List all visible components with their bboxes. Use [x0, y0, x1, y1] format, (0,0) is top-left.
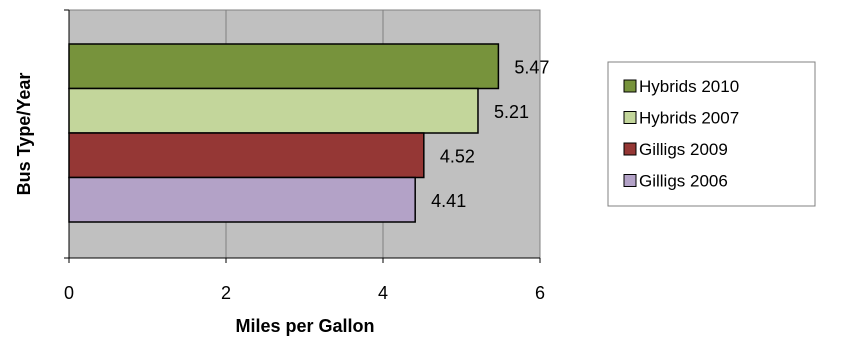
legend-entry: Hybrids 2007 [639, 109, 739, 128]
x-tick-label: 0 [64, 283, 74, 303]
legend-entry: Gilligs 2009 [639, 140, 728, 159]
x-tick-label: 4 [378, 283, 388, 303]
axes [64, 9, 541, 263]
x-tick-labels: 0 2 4 6 [64, 283, 545, 303]
legend-swatch [623, 174, 637, 187]
legend-entry: Hybrids 2010 [639, 77, 739, 96]
data-label: 4.52 [440, 146, 475, 166]
legend: Hybrids 2010 Hybrids 2007 Gilligs 2009 Gill… [607, 61, 816, 207]
bar-gilligs-2009 [68, 132, 425, 179]
data-labels: 5.47 5.21 4.52 4.41 [431, 57, 549, 211]
x-tick-label: 6 [535, 283, 545, 303]
bar-gilligs-2006 [68, 176, 416, 223]
legend-entry: Gilligs 2006 [639, 172, 728, 191]
y-axis-title: Bus Type/Year [14, 73, 34, 196]
x-tick-label: 2 [221, 283, 231, 303]
legend-swatch [623, 111, 637, 124]
bars [68, 43, 500, 223]
legend-box [607, 61, 816, 207]
legend-swatch [623, 79, 637, 93]
bar-hybrids-2010 [68, 43, 500, 90]
data-label: 5.21 [494, 102, 529, 122]
bar-hybrids-2007 [68, 87, 479, 134]
data-label: 4.41 [431, 191, 466, 211]
data-label: 5.47 [514, 57, 549, 77]
x-axis-title: Miles per Gallon [235, 316, 374, 336]
legend-swatch [623, 142, 637, 156]
